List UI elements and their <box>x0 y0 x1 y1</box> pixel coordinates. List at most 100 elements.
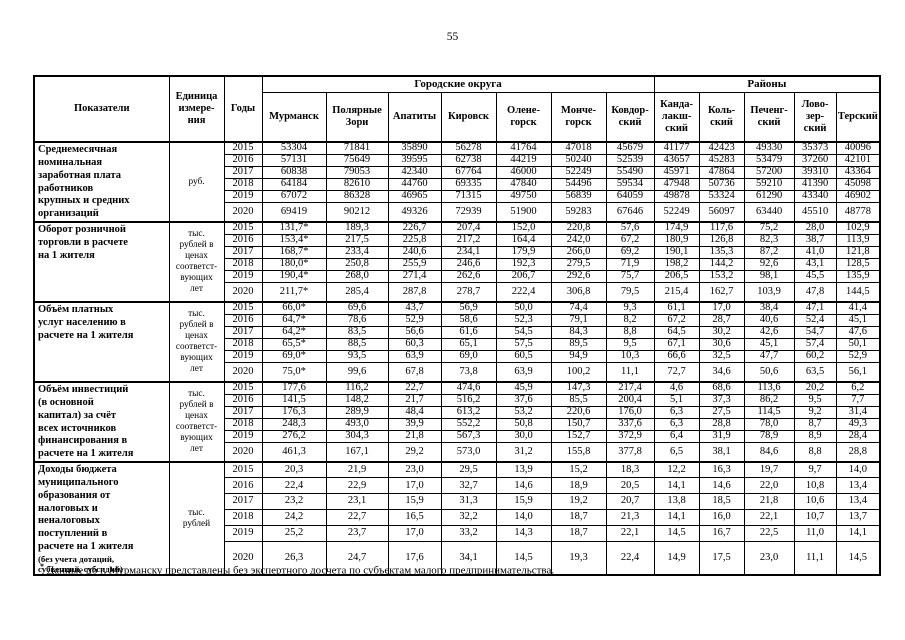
value-cell: 176,3 <box>261 405 327 419</box>
value-cell: 131,7* <box>261 221 327 235</box>
year-cell: 2016 <box>223 477 263 495</box>
value-cell: 84,3 <box>550 325 607 339</box>
value-cell: 10,7 <box>793 509 837 526</box>
value-cell: 29,2 <box>387 441 442 463</box>
value-cell: 43364 <box>835 165 881 179</box>
value-cell: 116,2 <box>325 381 389 395</box>
year-cell: 2020 <box>223 201 263 223</box>
value-cell: 47948 <box>653 177 700 191</box>
value-cell: 23,0 <box>743 540 795 576</box>
value-cell: 43657 <box>653 153 700 167</box>
value-cell: 53324 <box>698 189 745 203</box>
value-cell: 79,5 <box>605 281 655 303</box>
value-cell: 42340 <box>387 165 442 179</box>
value-cell: 102,9 <box>835 221 881 235</box>
value-cell: 278,7 <box>440 281 497 303</box>
col-header-location: Мурманск <box>261 91 327 143</box>
value-cell: 144,5 <box>835 281 881 303</box>
value-cell: 56,1 <box>835 361 881 383</box>
table-row: Объём платных услуг населению в расчете … <box>33 301 881 383</box>
year-cell: 2019 <box>223 189 263 203</box>
value-cell: 57200 <box>743 165 795 179</box>
value-cell: 18,9 <box>550 477 607 495</box>
value-cell: 69419 <box>261 201 327 223</box>
value-cell: 50,6 <box>743 361 795 383</box>
value-cell: 33,2 <box>440 524 497 542</box>
value-cell: 31,3 <box>440 493 497 511</box>
value-cell: 43340 <box>793 189 837 203</box>
value-cell: 207,4 <box>440 221 497 235</box>
unit-cell: тыс. рублей в ценах соответст- вующих ле… <box>168 221 225 303</box>
value-cell: 49,3 <box>835 417 881 431</box>
value-cell: 39595 <box>387 153 442 167</box>
value-cell: 89,5 <box>550 337 607 351</box>
value-cell: 8,9 <box>793 429 837 443</box>
value-cell: 69,2 <box>605 245 655 259</box>
indicator-cell: Среднемесячная номинальная заработная пл… <box>33 141 170 223</box>
year-cell: 2015 <box>223 301 263 315</box>
value-cell: 287,8 <box>387 281 442 303</box>
col-group-urban-okrugs: Городские округа <box>261 75 655 93</box>
value-cell: 52539 <box>605 153 655 167</box>
value-cell: 306,8 <box>550 281 607 303</box>
table-row: 2020 75,0* 99,6 67,8 73,8 63,9 100,2 11,1 72,7 34… <box>34 361 881 383</box>
value-cell: 100,2 <box>550 361 607 383</box>
year-cell: 2020 <box>223 361 263 383</box>
value-cell: 8,2 <box>605 313 655 327</box>
statistics-table-container: Показатели Единица измере- ния Годы Горо… <box>33 75 882 576</box>
value-cell: 45510 <box>793 201 837 223</box>
value-cell: 50,0 <box>495 301 552 315</box>
table-row: 2017 23,2 23,1 15,9 31,3 15,9 19,2 20,7 13,8 18,5… <box>34 493 881 511</box>
value-cell: 19,7 <box>743 461 795 479</box>
value-cell: 11,0 <box>793 524 837 542</box>
value-cell: 54,5 <box>495 325 552 339</box>
value-cell: 21,8 <box>743 493 795 511</box>
value-cell: 54496 <box>550 177 607 191</box>
value-cell: 41,0 <box>793 245 837 259</box>
value-cell: 192,3 <box>495 257 552 271</box>
year-cell: 2018 <box>223 417 263 431</box>
value-cell: 304,3 <box>325 429 389 443</box>
value-cell: 18,7 <box>550 509 607 526</box>
year-cell: 2018 <box>223 509 263 526</box>
value-cell: 79,1 <box>550 313 607 327</box>
value-cell: 18,3 <box>605 461 655 479</box>
value-cell: 144,2 <box>698 257 745 271</box>
value-cell: 64,7* <box>261 313 327 327</box>
indicator-label: Объём платных услуг населению в расчете … <box>38 304 134 341</box>
value-cell: 14,0 <box>835 461 881 479</box>
value-cell: 47018 <box>550 141 607 155</box>
value-cell: 21,7 <box>387 393 442 407</box>
header-group-row: Показатели Единица измере- ния Годы Горо… <box>33 75 881 143</box>
value-cell: 233,4 <box>325 245 389 259</box>
value-cell: 474,6 <box>440 381 497 395</box>
value-cell: 56839 <box>550 189 607 203</box>
value-cell: 19,2 <box>550 493 607 511</box>
value-cell: 28,8 <box>835 441 881 463</box>
value-cell: 150,7 <box>550 417 607 431</box>
year-cell: 2020 <box>223 441 263 463</box>
value-cell: 50736 <box>698 177 745 191</box>
value-cell: 14,1 <box>653 509 700 526</box>
value-cell: 10,3 <box>605 349 655 363</box>
value-cell: 49750 <box>495 189 552 203</box>
value-cell: 14,1 <box>835 524 881 542</box>
value-cell: 117,6 <box>698 221 745 235</box>
value-cell: 37260 <box>793 153 837 167</box>
year-cell: 2016 <box>223 233 263 247</box>
value-cell: 49878 <box>653 189 700 203</box>
value-cell: 56,9 <box>440 301 497 315</box>
table-row: 2018 24,2 22,7 16,5 32,2 14,0 18,7 21,3 14,1 16,0… <box>34 509 881 526</box>
value-cell: 52249 <box>653 201 700 223</box>
year-cell: 2015 <box>223 381 263 395</box>
year-cell: 2019 <box>223 524 263 542</box>
value-cell: 59210 <box>743 177 795 191</box>
value-cell: 147,3 <box>550 381 607 395</box>
value-cell: 289,9 <box>325 405 389 419</box>
value-cell: 217,4 <box>605 381 655 395</box>
value-cell: 372,9 <box>605 429 655 443</box>
value-cell: 14,5 <box>653 524 700 542</box>
value-cell: 174,9 <box>653 221 700 235</box>
footnote: * Данные по г. Мурманску представлены бе… <box>40 562 554 578</box>
col-header-location: Кировск <box>440 91 497 143</box>
